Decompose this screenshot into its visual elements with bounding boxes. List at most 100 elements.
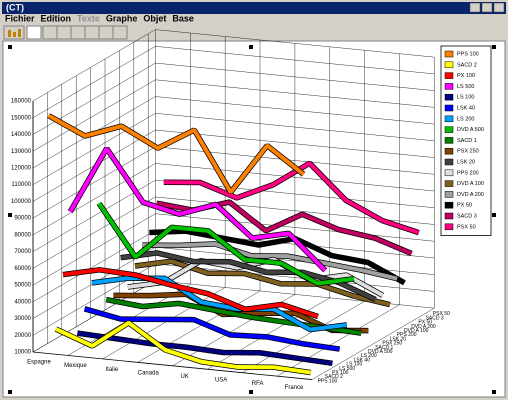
menu-item[interactable]: Base [172,13,194,23]
tool-line[interactable] [56,25,72,40]
legend-label: SACD 2 [457,62,477,68]
y-tick-label: 40000 [14,299,31,305]
grid-line [32,196,156,269]
series-line [97,202,355,286]
legend-swatch [444,72,454,79]
tool-text[interactable] [42,25,58,40]
legend-swatch [444,137,454,144]
depth-label: LSK 20 [390,336,407,342]
y-tick-label: 10000 [14,350,31,356]
series-line [54,321,312,375]
legend-label: PPS 100 [457,51,479,57]
floor-line [207,297,330,370]
y-tick-label: 110000 [11,182,31,188]
series-line [47,113,305,194]
depth-label: LS 500 [339,366,355,372]
tool-icon [18,29,21,37]
floor-line [277,304,400,377]
grid-line [32,29,156,102]
legend-swatch [444,147,454,155]
legend-label: DVD A 100 [457,181,484,187]
floor-line [137,290,261,363]
menu-item[interactable]: Fichier [5,13,35,23]
handle [8,45,12,49]
legend-swatch [444,61,454,69]
legend-label: LS 100 [457,95,474,101]
depth-label: SACD 2 [325,374,343,380]
handle [492,213,496,217]
series-line [134,259,391,307]
floor-line [102,287,226,360]
grid-line [32,46,156,118]
depth-label: DVD A 200 [411,324,436,330]
menu-item[interactable]: Texte [77,13,100,23]
x-tick-label: Canada [138,370,160,376]
legend-swatch [444,126,454,133]
window-buttons [469,2,505,13]
y-tick-label: 130000 [11,149,32,155]
y-tick-label: 140000 [11,132,32,138]
depth-label: PX 50 [418,320,432,326]
depth-label: LS 100 [346,362,362,368]
depth-label: DVD A 100 [404,328,429,334]
minimize-button[interactable] [469,2,481,13]
depth-label: PPS 200 [397,332,417,338]
depth-label: PSX 250 [382,341,402,347]
x-tick-label: USA [215,378,227,384]
menu-item[interactable]: Edition [41,13,72,23]
legend-swatch [444,169,454,177]
legend-swatch [444,212,454,220]
legend-label: LS 200 [457,116,474,122]
x-tick-label: Espagne [27,360,51,366]
close-button[interactable] [493,2,505,13]
depth-label: PX 100 [332,370,349,376]
x-tick-label: UK [181,374,189,380]
tool-icon [8,30,11,37]
series-line [62,267,319,319]
y-tick-label: 150000 [11,115,32,121]
legend-swatch [444,83,454,90]
y-tick-label: 120000 [11,166,32,172]
menu-item[interactable]: Objet [143,13,166,23]
legend-swatch [444,93,454,101]
legend-label: SACD 1 [457,138,477,144]
x-tick-label: France [285,385,304,391]
floor-line [311,307,435,380]
legend-label: LSK 40 [457,105,475,111]
legend-swatch [444,115,454,123]
handle [249,390,253,394]
y-tick-label: 90000 [14,216,31,222]
handle [492,45,496,49]
y-tick-label: 100000 [11,199,32,205]
chart: 10000 20000 30000 40000 50000 60000 70000 80000… [11,29,492,391]
y-tick-label: 70000 [14,249,31,255]
tool-select[interactable] [26,25,42,40]
depth-label: PSX 50 [433,311,450,317]
legend-swatch [444,104,454,112]
x-tick-label: RFA [252,381,264,387]
floor-line [242,301,365,373]
legend-label: LS 500 [457,84,474,90]
tool-rounded[interactable] [84,25,100,40]
series-line [163,161,420,235]
grid-line [32,163,156,236]
tool-ellipse[interactable] [98,25,114,40]
series-line [77,331,333,366]
depth-label: DVD A 500 [368,349,393,355]
title-bar [2,2,506,14]
grid-line [32,230,156,302]
handle [249,45,253,49]
tool-polygon[interactable] [112,25,128,40]
legend-label: PX 100 [457,73,475,79]
grid-line [32,62,156,135]
legend-label: PSX 50 [457,224,476,230]
grid-line [32,79,156,152]
legend-swatch [444,158,454,166]
series-line [68,147,327,272]
tool-rect[interactable] [70,25,86,40]
menu-item[interactable]: Graphe [106,13,138,23]
legend-label: DVD A 200 [457,192,484,198]
maximize-button[interactable] [481,2,493,13]
grid-line [32,113,156,185]
